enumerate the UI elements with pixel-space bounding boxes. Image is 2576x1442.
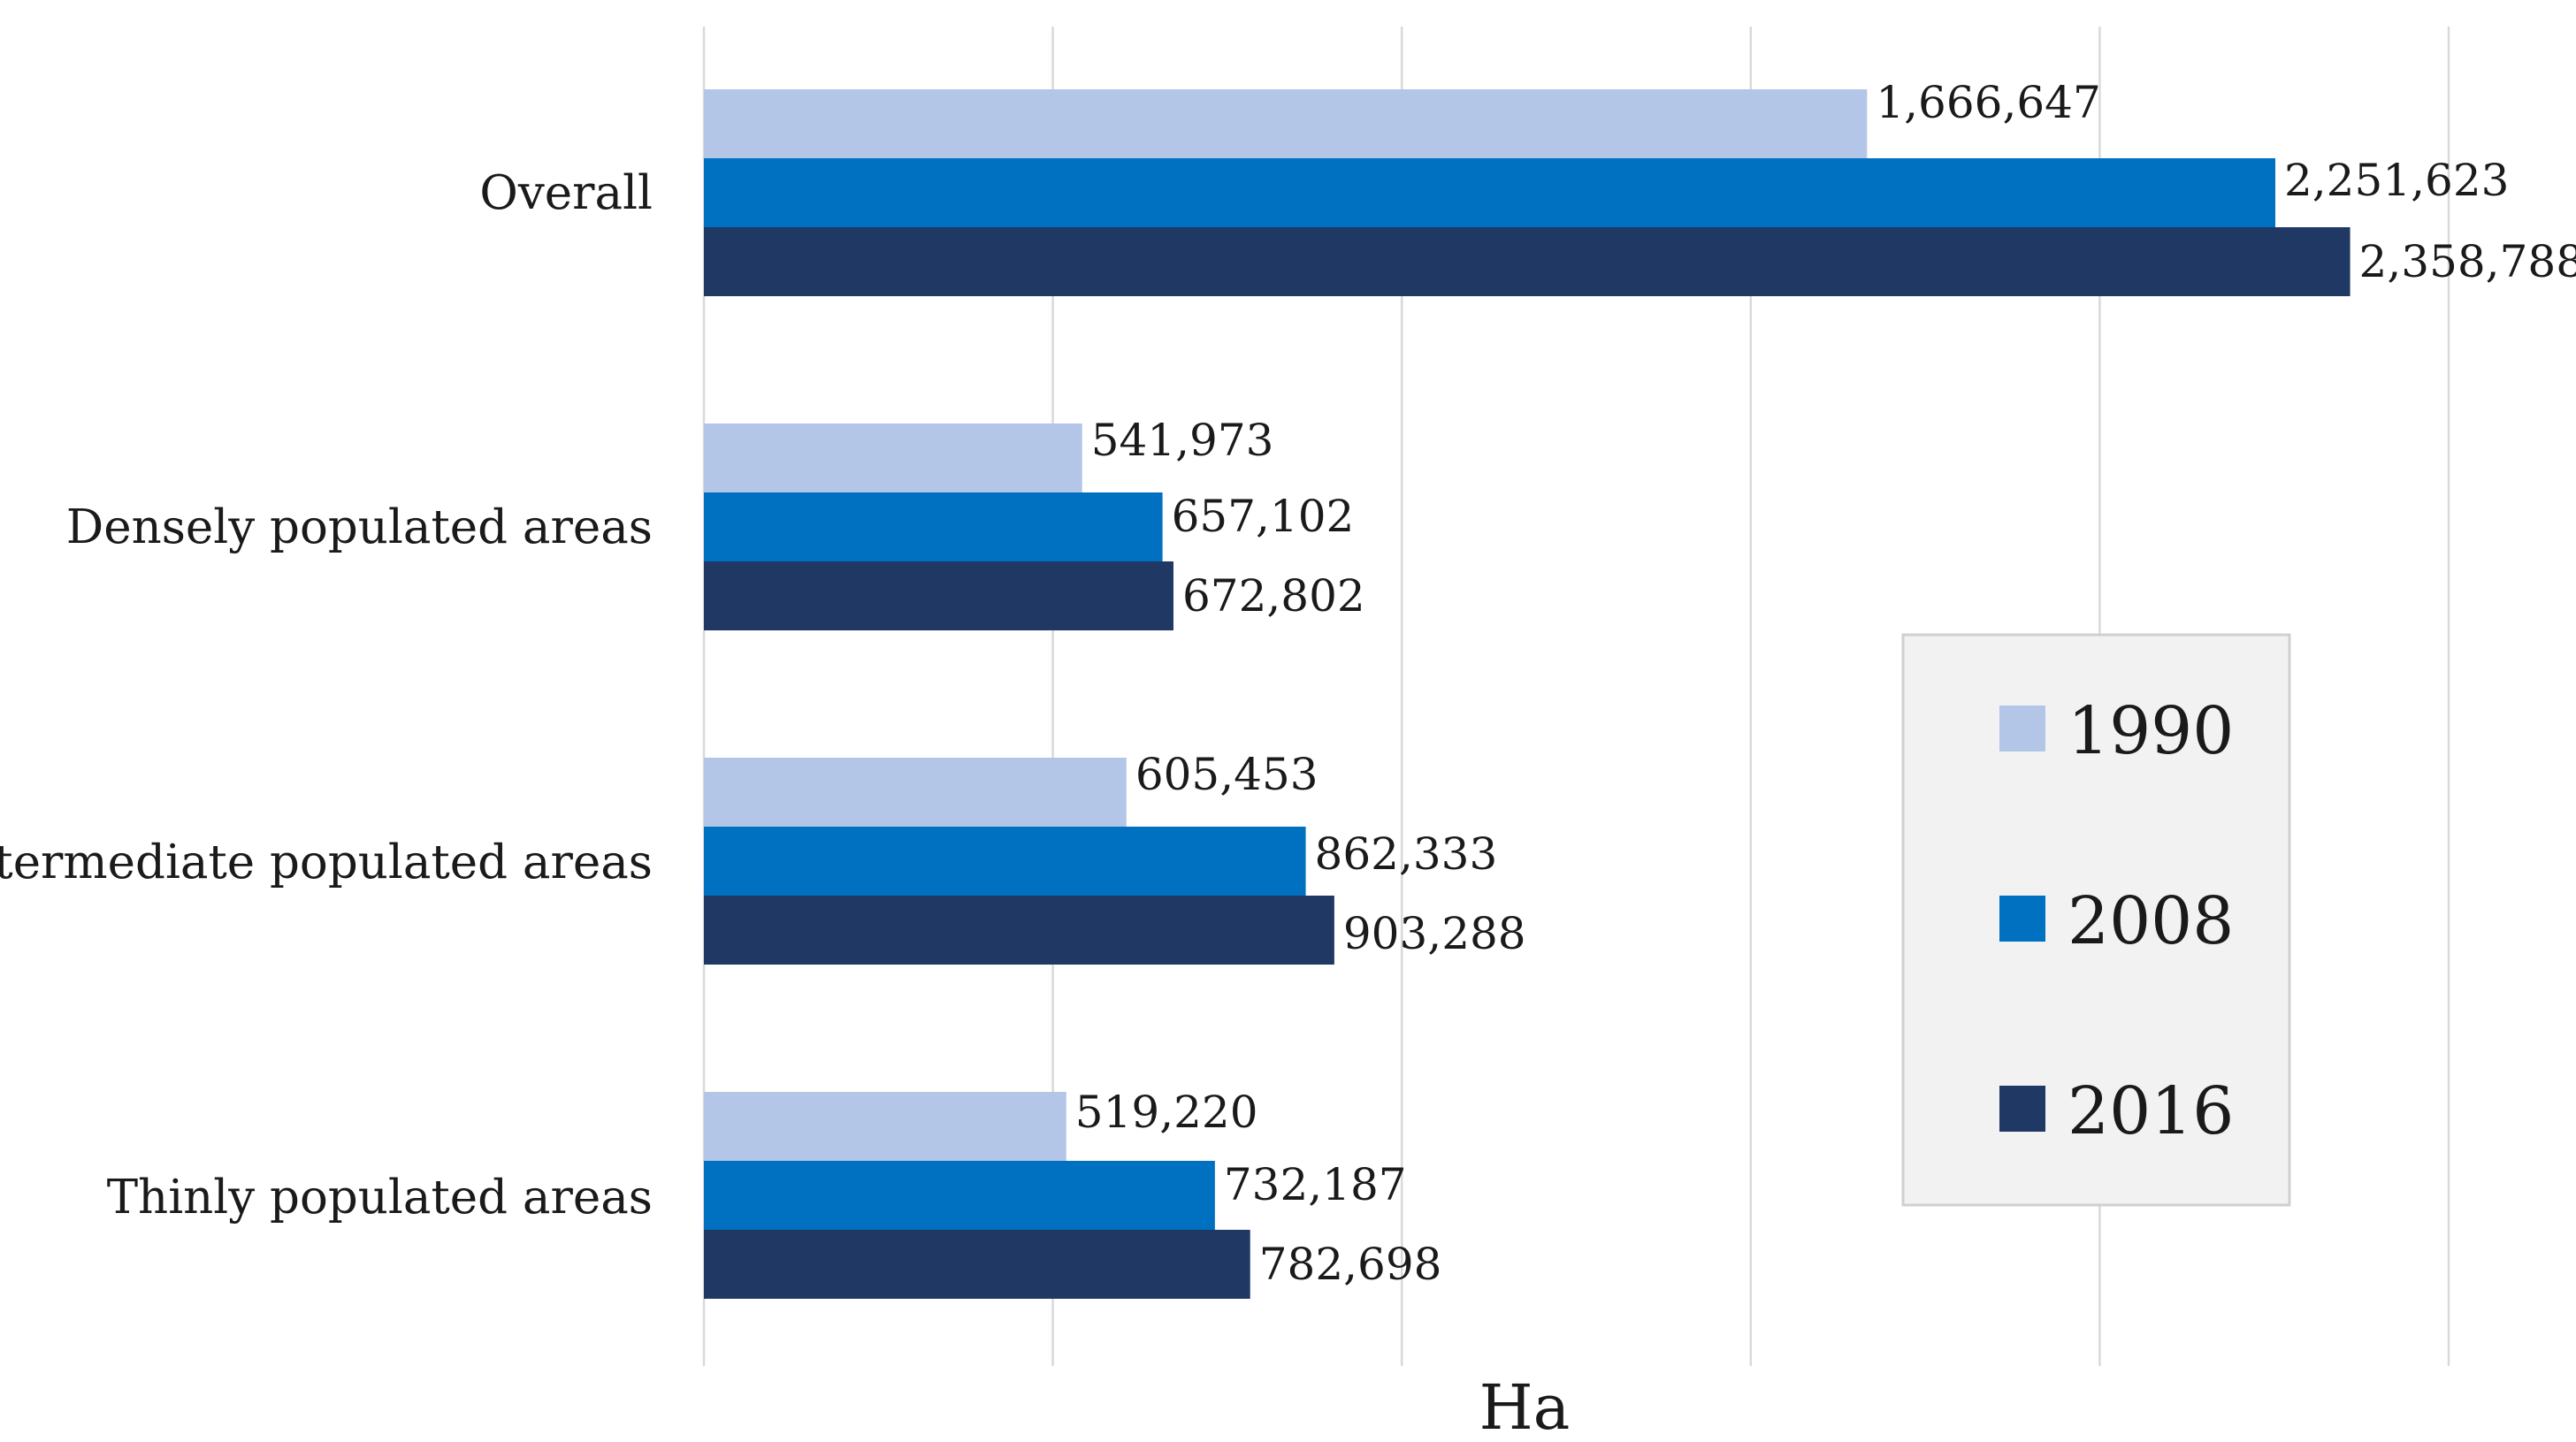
legend-box [1901,633,2291,1207]
data-label: 2,251,623 [2284,155,2509,206]
data-label: 2,358,788 [2359,236,2576,287]
data-label: 605,453 [1135,749,1319,800]
bar-2016 [704,561,1173,630]
data-label: 541,973 [1091,415,1274,466]
x-axis-label: Ha [1479,1371,1571,1442]
legend-label: 2016 [2068,1073,2234,1149]
legend-swatch-2008 [1999,896,2045,942]
bars-group [704,89,2351,1299]
bar-1990 [704,758,1127,827]
data-label: 1,666,647 [1876,77,2100,128]
bar-2016 [704,896,1334,965]
category-label: Densely populated areas [66,500,653,554]
legend: 1990 2008 2016 [1901,633,2291,1207]
bar-1990 [704,423,1082,492]
data-label: 519,220 [1075,1087,1258,1138]
bar-2008 [704,827,1306,896]
legend-label: 1990 [2068,693,2234,769]
category-label: Thinly populated areas [107,1171,653,1225]
bar-2008 [704,492,1163,561]
data-label: 862,333 [1315,828,1498,880]
legend-label: 2008 [2068,883,2234,959]
value-labels: 1,666,647 2,251,623 2,358,788 541,973 657,10… [1075,77,2576,1290]
category-label: Overall [479,166,653,220]
data-label: 782,698 [1259,1239,1442,1290]
bar-1990 [704,89,1868,158]
data-label: 903,288 [1343,908,1526,959]
data-label: 672,802 [1182,570,1365,622]
legend-swatch-2016 [1999,1086,2045,1132]
bar-2016 [704,1230,1250,1299]
category-label: Intermediate populated areas [0,835,653,889]
data-label: 732,187 [1224,1159,1407,1210]
bar-2008 [704,1161,1215,1230]
bar-1990 [704,1092,1066,1161]
bar-2008 [704,158,2275,227]
data-label: 657,102 [1172,491,1355,542]
category-labels: Overall Densely populated areas Intermedia… [0,166,653,1225]
bar-2016 [704,227,2351,296]
legend-swatch-1990 [1999,706,2045,752]
